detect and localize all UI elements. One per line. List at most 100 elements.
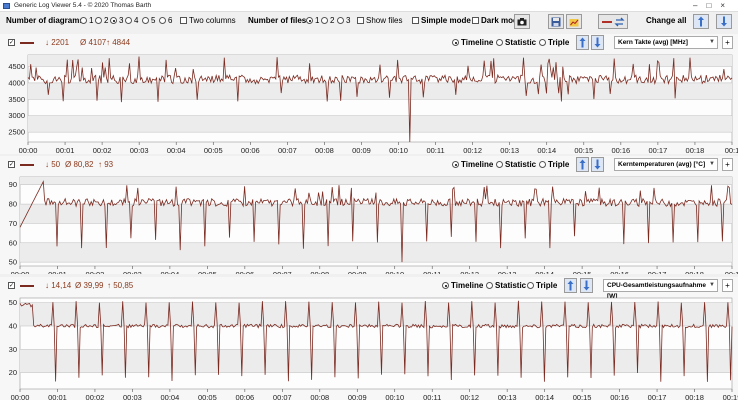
sensor-select[interactable]: CPU-Gesamtleistungsaufnahme [W] ▼: [603, 279, 718, 300]
x-tick-label: 00:12: [460, 393, 479, 400]
stat-avg: Ø 4107: [80, 38, 107, 47]
y-tick-label: 30: [9, 345, 17, 354]
diagram-radio-1[interactable]: 1: [80, 16, 93, 25]
diagram-panel-3: ✓ ↓ 14,14 Ø 39,99 ↑ 50,85 Timeline Stati…: [0, 277, 738, 400]
x-tick-label: 00:15: [573, 393, 592, 400]
x-tick-label: 00:04: [161, 393, 180, 400]
file-radio-3[interactable]: 3: [337, 16, 350, 25]
series-line-swatch: [20, 42, 34, 44]
x-tick-label: 00:14: [535, 393, 554, 400]
stat-min: ↓ 50: [45, 160, 61, 169]
panel-header-1: ✓ ↓ 2201 Ø 4107 ↑ 4844 Timeline Statisti…: [0, 34, 738, 52]
x-tick-label: 00:16: [611, 146, 630, 154]
y-tick-label: 80: [9, 200, 17, 209]
diagram-radio-5[interactable]: 5: [142, 16, 155, 25]
x-tick-label: 00:16: [610, 270, 629, 274]
arrow-up-icon: [698, 16, 704, 27]
series-line: [27, 56, 733, 143]
sort-down-button[interactable]: [580, 278, 593, 293]
close-icon[interactable]: ×: [720, 1, 734, 10]
arrow-down-icon: [594, 159, 601, 170]
simple-mode-checkbox[interactable]: Simple mode: [412, 16, 471, 25]
stat-min: ↓ 14,14: [45, 281, 72, 290]
x-tick-label: 00:05: [204, 146, 223, 154]
window-controls: –□×: [693, 0, 734, 12]
x-tick-label: 00:14: [535, 270, 554, 274]
x-tick-label: 00:11: [423, 393, 441, 400]
x-tick-label: 00:1: [725, 270, 738, 274]
save-button[interactable]: [548, 14, 564, 29]
x-tick-label: 00:07: [273, 270, 292, 274]
x-tick-label: 00:15: [574, 146, 593, 154]
series-visible-checkbox[interactable]: ✓: [8, 282, 15, 289]
series-visible-checkbox[interactable]: ✓: [8, 39, 15, 46]
x-tick-label: 00:04: [167, 146, 186, 154]
file-radio-1[interactable]: 1: [306, 16, 319, 25]
add-series-button[interactable]: +: [722, 36, 733, 49]
sensor-select[interactable]: Kern Takte (avg) [MHz] ▼: [614, 36, 718, 49]
camera-icon: [517, 17, 527, 25]
title-bar: Generic Log Viewer 5.4 - © 2020 Thomas B…: [0, 0, 738, 12]
add-series-button[interactable]: +: [722, 279, 733, 292]
x-tick-label: 00:02: [86, 393, 105, 400]
sort-up-button[interactable]: [576, 157, 589, 172]
sort-up-button[interactable]: [564, 278, 577, 293]
x-tick-label: 00:03: [123, 393, 142, 400]
swap-button[interactable]: [598, 14, 628, 29]
arrow-up-icon: [579, 37, 586, 48]
maximize-icon[interactable]: □: [706, 1, 721, 10]
arrow-down-icon: [594, 37, 601, 48]
chevron-down-icon: ▼: [709, 39, 715, 45]
change-all-down-button[interactable]: [716, 14, 732, 29]
mode-triple[interactable]: Triple: [539, 160, 569, 169]
x-tick-label: 00:17: [649, 146, 668, 154]
add-series-button[interactable]: +: [722, 158, 733, 171]
mode-timeline[interactable]: Timeline: [452, 160, 493, 169]
diagram-radio-6[interactable]: 6: [159, 16, 172, 25]
mode-timeline[interactable]: Timeline: [442, 281, 483, 290]
sensor-select[interactable]: Kerntemperaturen (avg) [°C] ▼: [614, 158, 718, 171]
y-tick-label: 20: [9, 368, 17, 377]
diagram-radio-3[interactable]: 3: [110, 16, 123, 25]
file-radio-2[interactable]: 2: [321, 16, 334, 25]
x-tick-label: 00:10: [385, 270, 404, 274]
x-tick-label: 00:1: [725, 146, 738, 154]
x-tick-label: 00:08: [310, 270, 329, 274]
mode-triple[interactable]: Triple: [527, 281, 557, 290]
sort-down-button[interactable]: [591, 157, 604, 172]
sort-down-button[interactable]: [591, 35, 604, 50]
mode-statistic[interactable]: Statistic: [486, 281, 526, 290]
diagrams-label: Number of diagrams: [6, 16, 84, 25]
screenshot-button[interactable]: [514, 14, 530, 29]
x-tick-label: 00:05: [198, 393, 217, 400]
line-chart-2: 50 60 70 80 90 00:00 00:01 00:02 00:03 00:04 00:05…: [9, 176, 738, 274]
series-visible-checkbox[interactable]: ✓: [8, 161, 15, 168]
x-tick-label: 00:10: [389, 146, 408, 154]
minimize-icon[interactable]: –: [693, 1, 707, 10]
mode-statistic[interactable]: Statistic: [496, 160, 536, 169]
x-tick-label: 00:13: [498, 393, 517, 400]
open-file-button[interactable]: [566, 14, 582, 29]
chevron-down-icon: ▼: [709, 282, 715, 288]
series-line: [19, 180, 733, 263]
mode-timeline[interactable]: Timeline: [452, 38, 493, 47]
x-tick-label: 00:00: [19, 146, 38, 154]
change-all-up-button[interactable]: [693, 14, 709, 29]
sort-up-button[interactable]: [576, 35, 589, 50]
mode-triple[interactable]: Triple: [539, 38, 569, 47]
x-tick-label: 00:03: [123, 270, 142, 274]
diagram-radio-2[interactable]: 2: [95, 16, 108, 25]
x-tick-label: 00:07: [273, 393, 292, 400]
x-tick-label: 00:11: [426, 146, 444, 154]
x-tick-label: 00:00: [11, 393, 30, 400]
two-columns-checkbox[interactable]: Two columns: [180, 16, 236, 25]
show-files-checkbox[interactable]: Show files: [357, 16, 402, 25]
mode-statistic[interactable]: Statistic: [496, 38, 536, 47]
dark-mode-checkbox[interactable]: Dark mod: [472, 16, 518, 25]
stat-avg: Ø 80,82: [65, 160, 94, 169]
x-tick-label: 00:16: [610, 393, 629, 400]
diagram-radio-4[interactable]: 4: [125, 16, 138, 25]
y-tick-label: 90: [9, 180, 17, 189]
files-label: Number of files: [248, 16, 307, 25]
x-tick-label: 00:11: [423, 270, 441, 274]
